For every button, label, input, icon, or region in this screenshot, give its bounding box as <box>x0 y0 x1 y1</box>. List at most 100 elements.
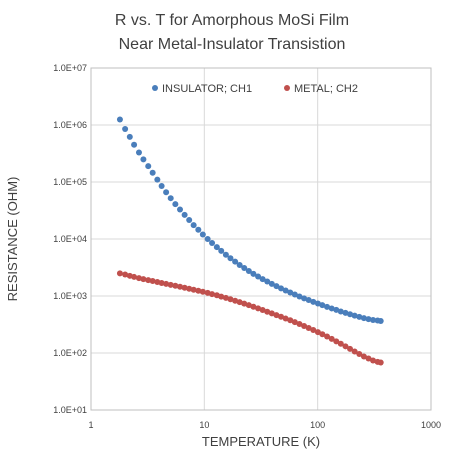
data-point <box>360 315 367 322</box>
data-point <box>319 302 326 309</box>
data-point <box>181 284 188 291</box>
data-point <box>370 316 377 323</box>
data-point <box>310 298 317 305</box>
data-point <box>282 287 289 294</box>
data-point <box>190 222 197 229</box>
data-point <box>186 285 193 292</box>
data-point <box>365 355 372 362</box>
data-point <box>236 261 243 268</box>
data-point <box>204 236 211 242</box>
data-point <box>177 283 184 290</box>
data-point <box>264 308 271 315</box>
data-point <box>282 315 289 322</box>
data-point <box>268 280 275 287</box>
data-point <box>301 322 308 329</box>
data-point <box>255 305 262 312</box>
y-tick-labels: 1.0E+01 1.0E+02 1.0E+03 1.0E+04 1.0E+05 1.0E+… <box>53 63 87 415</box>
y-tick-label: 1.0E+06 <box>53 120 87 130</box>
data-point <box>140 276 147 283</box>
data-point <box>333 338 340 345</box>
data-point <box>190 286 197 293</box>
data-point <box>324 303 331 310</box>
data-point <box>232 258 239 265</box>
data-point <box>259 307 266 314</box>
data-point <box>122 271 129 278</box>
data-point <box>163 280 170 287</box>
data-point <box>241 300 248 307</box>
data-point <box>305 324 312 331</box>
data-point <box>287 289 294 296</box>
x-tick-label: 1 <box>88 420 93 430</box>
data-point <box>236 299 243 306</box>
legend-marker-insulator <box>152 85 158 91</box>
data-point <box>199 288 206 295</box>
x-tick-label: 10 <box>199 420 209 430</box>
data-point <box>131 273 138 280</box>
y-tick-label: 1.0E+07 <box>53 63 87 73</box>
data-point <box>347 311 354 318</box>
data-point <box>131 141 138 148</box>
data-point <box>310 327 317 334</box>
data-point <box>377 317 384 324</box>
data-point <box>305 297 312 304</box>
data-point <box>328 335 335 342</box>
data-point <box>370 357 377 364</box>
data-point <box>209 291 216 298</box>
data-point <box>222 294 229 301</box>
data-point <box>365 316 372 323</box>
data-point <box>337 308 344 315</box>
data-point <box>122 126 129 133</box>
data-point <box>328 305 335 312</box>
data-point <box>319 331 326 338</box>
data-point <box>377 359 384 366</box>
data-point <box>177 206 184 213</box>
data-point <box>116 116 123 123</box>
data-point <box>273 283 280 290</box>
data-point <box>351 348 358 355</box>
data-point <box>324 333 331 340</box>
legend-label-insulator: INSULATOR; CH1 <box>162 83 252 95</box>
data-point <box>356 351 363 358</box>
legend: INSULATOR; CH1 METAL; CH2 <box>152 83 358 95</box>
data-point <box>342 309 349 316</box>
series-metal <box>116 270 384 366</box>
data-point <box>167 281 174 288</box>
x-tick-label: 100 <box>310 420 325 430</box>
data-point <box>149 278 156 285</box>
data-point <box>186 217 193 224</box>
data-point <box>296 321 303 328</box>
data-point <box>218 247 225 254</box>
data-point <box>301 295 308 302</box>
grid <box>90 67 432 411</box>
x-tick-labels: 1 10 100 1000 <box>88 420 441 430</box>
data-point <box>213 244 220 251</box>
data-point <box>167 195 174 202</box>
data-point <box>296 293 303 300</box>
data-point <box>255 273 262 280</box>
data-point <box>250 303 257 310</box>
data-point <box>291 319 298 326</box>
data-point <box>356 313 363 320</box>
data-point <box>337 340 344 347</box>
x-axis-label: TEMPERATURE (K) <box>202 434 320 449</box>
data-point <box>351 312 358 319</box>
data-point <box>227 255 234 262</box>
plot-area <box>90 67 432 411</box>
data-point <box>222 251 229 258</box>
data-point <box>195 287 202 294</box>
y-tick-label: 1.0E+01 <box>53 405 87 415</box>
data-point <box>287 317 294 324</box>
data-point <box>149 169 156 176</box>
y-tick-label: 1.0E+02 <box>53 348 87 358</box>
data-point <box>278 313 285 320</box>
data-point <box>195 226 202 233</box>
data-point <box>227 296 234 303</box>
data-point <box>126 133 133 140</box>
data-point <box>209 240 216 247</box>
chart-title-line-2: Near Metal-Insulator Transistion <box>119 36 346 53</box>
data-point <box>245 267 252 274</box>
chart-title-line-1: R vs. T for Amorphous MoSi Film <box>115 12 349 29</box>
data-point <box>140 156 147 163</box>
data-point <box>347 345 354 352</box>
